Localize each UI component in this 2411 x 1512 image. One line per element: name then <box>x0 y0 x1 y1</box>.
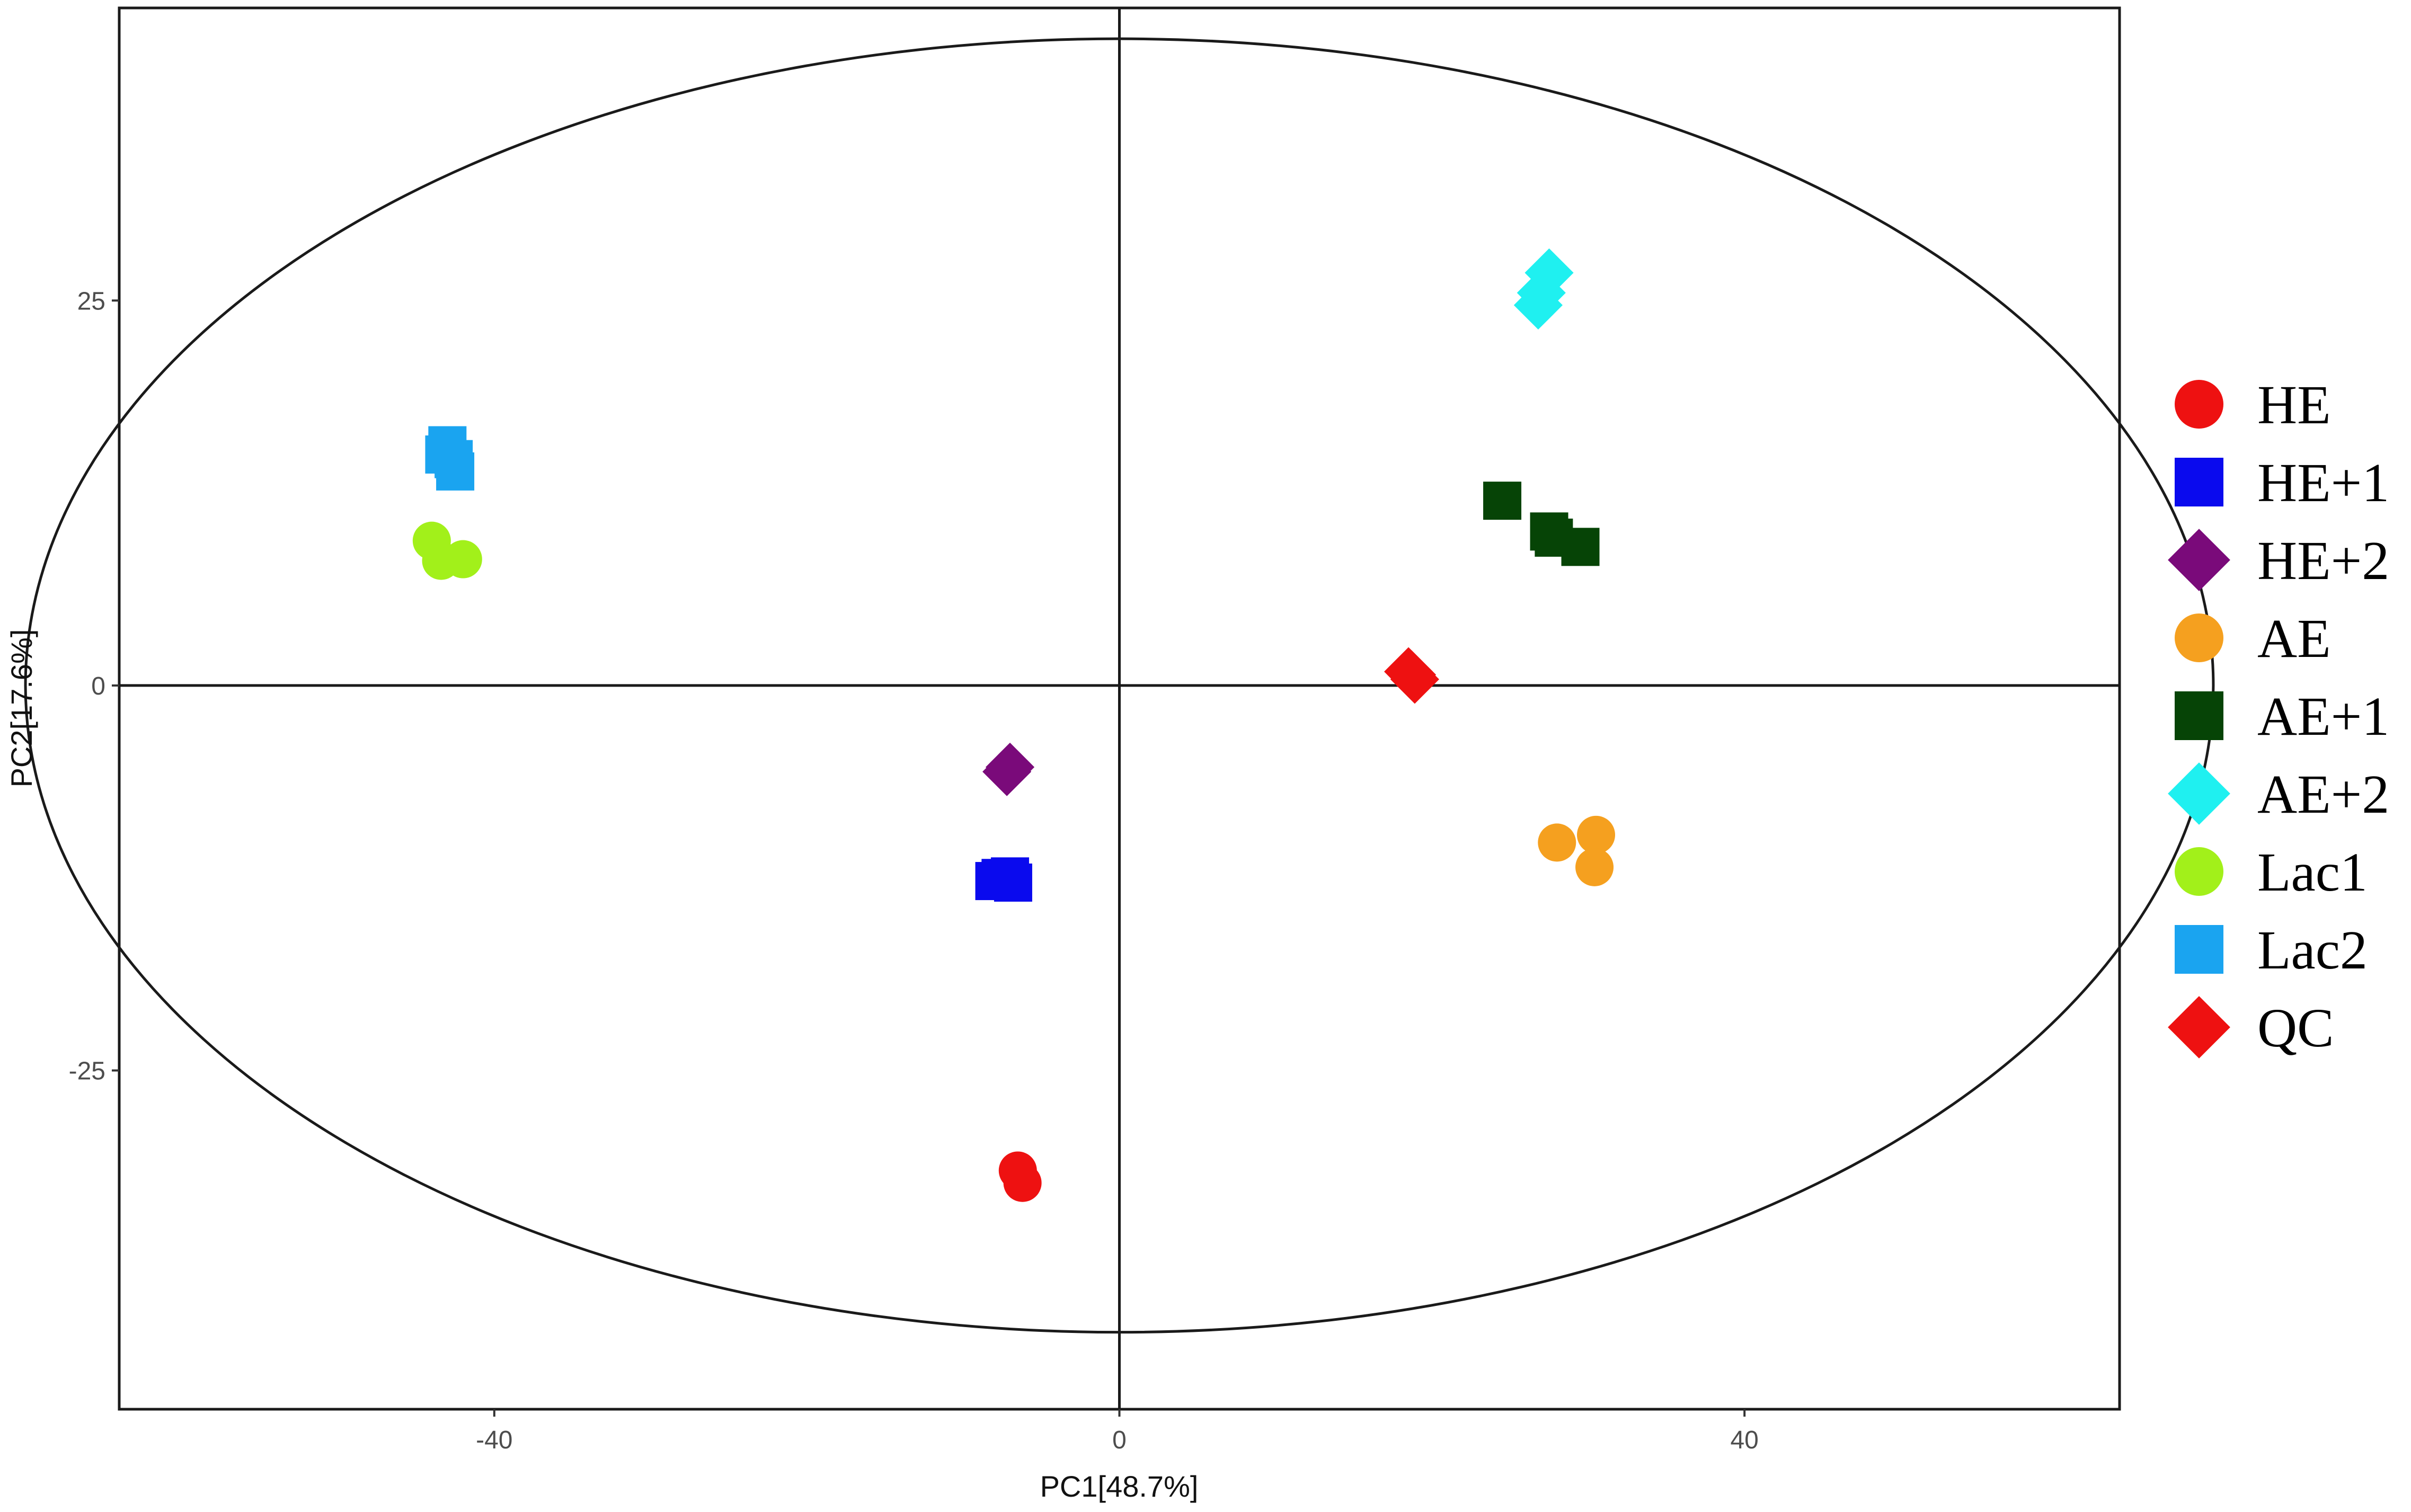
data-point <box>1483 482 1522 520</box>
legend-key <box>2175 847 2223 896</box>
data-point <box>444 540 482 579</box>
legend-label: Lac1 <box>2257 842 2368 903</box>
x-tick-label: -40 <box>476 1426 512 1454</box>
data-point <box>1538 823 1576 862</box>
legend-label: QC <box>2257 998 2334 1059</box>
legend-item: AE+2 <box>2168 762 2389 825</box>
series-lac2 <box>425 426 475 491</box>
legend: HE HE+1 HE+2 AE AE+1 AE+2 Lac1 Lac2 QC <box>2168 375 2389 1059</box>
legend-label: AE <box>2257 608 2331 669</box>
data-point <box>1387 650 1437 699</box>
reference-lines <box>119 8 2120 1409</box>
series-lac1 <box>412 521 482 580</box>
legend-key <box>2168 996 2230 1059</box>
legend-key <box>2175 458 2223 506</box>
axis-ticks: -40 0 40 -25 0 25 <box>69 287 1759 1454</box>
legend-label: HE <box>2257 375 2331 435</box>
data-point <box>1003 1163 1042 1202</box>
y-axis-title: PC2[17.6%] <box>5 629 38 788</box>
data-point <box>981 859 1020 897</box>
y-tick-label: 25 <box>77 287 105 315</box>
data-point <box>1577 815 1616 854</box>
series-ae-plus-1 <box>1483 482 1600 566</box>
legend-label: HE+2 <box>2257 530 2389 591</box>
data-point <box>425 435 464 474</box>
series-he-plus-1 <box>975 857 1032 902</box>
legend-label: Lac2 <box>2257 920 2368 981</box>
legend-label: AE+1 <box>2257 686 2389 747</box>
series-he-plus-2 <box>982 742 1035 796</box>
data-point <box>1513 280 1563 330</box>
x-axis-title: PC1[48.7%] <box>1040 1470 1199 1503</box>
legend-key <box>2175 613 2223 662</box>
legend-label: AE+2 <box>2257 764 2389 825</box>
series-he <box>998 1151 1042 1202</box>
y-tick-label: 0 <box>91 672 105 700</box>
legend-item: AE+1 <box>2175 686 2389 747</box>
legend-item: HE+2 <box>2168 529 2389 591</box>
data-point <box>982 747 1032 796</box>
legend-item: QC <box>2168 996 2334 1059</box>
x-tick-label: 40 <box>1730 1426 1758 1454</box>
data-point <box>1575 848 1614 886</box>
legend-item: Lac1 <box>2175 842 2368 903</box>
x-tick-label: 0 <box>1112 1426 1127 1454</box>
legend-item: HE+1 <box>2175 452 2389 513</box>
legend-item: HE <box>2175 375 2331 435</box>
legend-key <box>2168 529 2230 591</box>
data-points <box>412 248 1616 1202</box>
legend-item: AE <box>2175 608 2331 669</box>
legend-key <box>2175 925 2223 974</box>
series-ae <box>1538 815 1616 886</box>
series-qc <box>1384 647 1439 704</box>
legend-key <box>2168 762 2230 825</box>
legend-key <box>2175 380 2223 429</box>
data-point <box>1535 518 1573 557</box>
series-ae-plus-2 <box>1513 248 1574 330</box>
legend-key <box>2175 691 2223 740</box>
y-tick-label: -25 <box>69 1057 105 1086</box>
legend-item: Lac2 <box>2175 920 2368 981</box>
legend-label: HE+1 <box>2257 452 2389 513</box>
